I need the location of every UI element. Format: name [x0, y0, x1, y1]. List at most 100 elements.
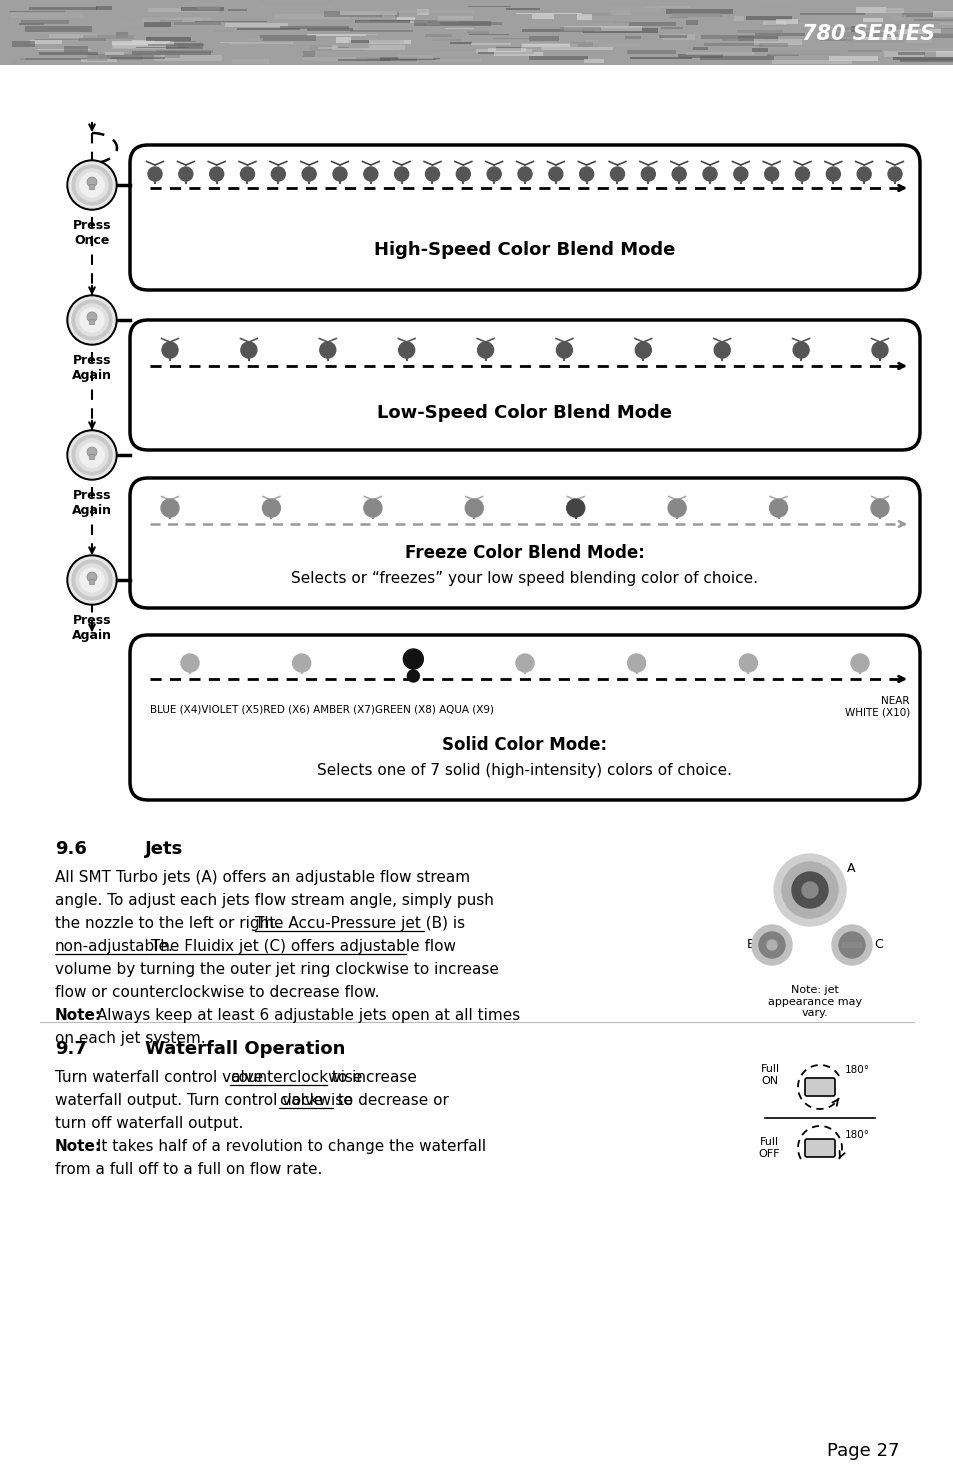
FancyBboxPatch shape	[130, 478, 919, 608]
Bar	[754, 40, 801, 44]
Bar	[862, 37, 901, 40]
Circle shape	[87, 313, 97, 322]
Circle shape	[403, 649, 423, 670]
Text: NEAR
WHITE (X10): NEAR WHITE (X10)	[843, 696, 909, 718]
Bar	[258, 6, 333, 7]
Bar	[531, 13, 554, 19]
Bar	[873, 24, 907, 28]
Text: Selects one of 7 solid (high-intensity) colors of choice.: Selects one of 7 solid (high-intensity) …	[317, 763, 732, 777]
FancyBboxPatch shape	[804, 1078, 834, 1096]
Bar	[738, 35, 777, 41]
Circle shape	[871, 342, 887, 358]
Bar	[560, 19, 614, 22]
Bar	[505, 7, 539, 9]
Circle shape	[792, 342, 808, 358]
Text: Press
Again: Press Again	[71, 354, 112, 382]
Bar	[521, 44, 578, 47]
Circle shape	[566, 499, 584, 518]
Bar	[349, 40, 403, 43]
Text: Waterfall Operation: Waterfall Operation	[145, 1040, 345, 1058]
Bar	[745, 16, 791, 21]
Text: 9.7: 9.7	[55, 1040, 87, 1058]
Text: BLUE (X4)VIOLET (X5)RED (X6) AMBER (X7)GREEN (X8) AQUA (X9): BLUE (X4)VIOLET (X5)RED (X6) AMBER (X7)G…	[150, 705, 494, 715]
Text: C: C	[873, 938, 882, 951]
Bar	[113, 44, 176, 49]
Bar	[332, 44, 404, 50]
Bar	[943, 9, 953, 15]
Bar	[776, 19, 798, 24]
Bar	[21, 19, 70, 24]
Bar	[762, 21, 785, 25]
Text: Turn waterfall control valve: Turn waterfall control valve	[55, 1069, 268, 1086]
Bar	[230, 41, 293, 44]
Bar	[307, 34, 366, 37]
Circle shape	[69, 162, 115, 208]
Bar	[467, 31, 489, 34]
Circle shape	[67, 555, 117, 605]
Bar	[148, 9, 218, 12]
Bar	[630, 56, 691, 59]
Bar	[559, 27, 600, 32]
Bar	[121, 21, 156, 25]
Bar	[847, 50, 881, 52]
Circle shape	[80, 568, 104, 591]
Bar	[144, 22, 172, 27]
Bar	[520, 43, 577, 46]
Bar	[624, 37, 640, 40]
Bar	[112, 43, 166, 49]
Bar	[579, 21, 630, 22]
Bar	[228, 9, 247, 10]
Bar	[219, 41, 231, 43]
FancyBboxPatch shape	[130, 320, 919, 450]
Bar	[583, 59, 603, 63]
Bar	[309, 46, 363, 50]
Circle shape	[781, 861, 837, 917]
Bar	[799, 13, 864, 15]
Text: Always keep at least 6 adjustable jets open at all times: Always keep at least 6 adjustable jets o…	[91, 1007, 519, 1024]
Bar	[355, 58, 416, 62]
Text: High-Speed Color Blend Mode: High-Speed Color Blend Mode	[374, 240, 675, 260]
Text: Low-Speed Color Blend Mode: Low-Speed Color Blend Mode	[377, 404, 672, 422]
Text: angle. To adjust each jets flow stream angle, simply push: angle. To adjust each jets flow stream a…	[55, 892, 494, 909]
Bar	[369, 21, 436, 22]
Text: 780 SERIES: 780 SERIES	[801, 25, 934, 44]
Bar	[19, 59, 88, 60]
Bar	[364, 34, 376, 35]
Bar	[850, 27, 861, 32]
Text: Note:: Note:	[55, 1007, 102, 1024]
Bar	[494, 52, 542, 56]
Circle shape	[80, 442, 104, 468]
Text: It takes half of a revolution to change the waterfall: It takes half of a revolution to change …	[91, 1139, 486, 1153]
Circle shape	[178, 167, 193, 181]
Circle shape	[667, 499, 685, 518]
Bar	[610, 6, 660, 12]
Circle shape	[850, 653, 868, 673]
Bar	[355, 19, 409, 24]
Bar	[685, 52, 754, 55]
Bar	[90, 454, 94, 459]
Text: The Accu-Pressure jet (B) is: The Accu-Pressure jet (B) is	[254, 916, 464, 931]
Circle shape	[791, 872, 827, 909]
Bar	[29, 7, 96, 10]
Bar	[833, 27, 900, 30]
Bar	[436, 59, 480, 62]
Circle shape	[87, 447, 97, 457]
Bar	[577, 15, 591, 21]
Circle shape	[293, 653, 311, 673]
Bar	[913, 19, 953, 21]
Text: from a full off to a full on flow rate.: from a full off to a full on flow rate.	[55, 1162, 322, 1177]
Circle shape	[363, 167, 377, 181]
Bar	[564, 27, 641, 31]
Circle shape	[733, 167, 747, 181]
Bar	[754, 32, 804, 35]
Bar	[766, 55, 799, 56]
Circle shape	[395, 167, 408, 181]
Bar	[899, 59, 953, 62]
Bar	[629, 22, 675, 27]
Circle shape	[548, 167, 562, 181]
Bar	[90, 580, 94, 584]
Bar	[232, 59, 269, 63]
Bar	[30, 40, 62, 44]
Text: 180°: 180°	[844, 1130, 869, 1140]
Bar	[699, 56, 774, 59]
